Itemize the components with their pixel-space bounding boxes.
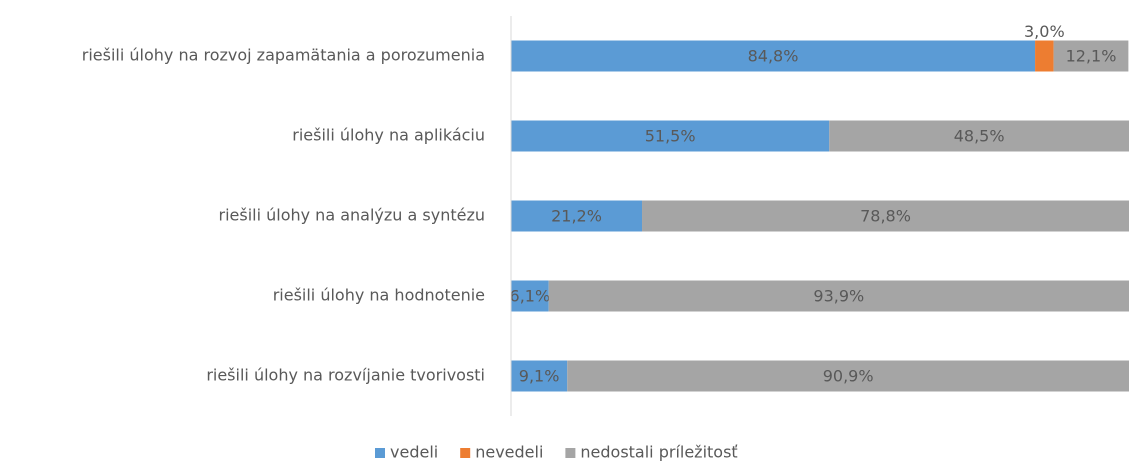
bar-segment bbox=[511, 40, 1036, 72]
value-label: 9,1% bbox=[519, 367, 560, 386]
legend-swatch bbox=[565, 448, 576, 458]
legend-label: vedeli bbox=[390, 443, 438, 462]
legend-label: nedostali príležitosť bbox=[580, 443, 737, 462]
bar-segment bbox=[642, 200, 1129, 232]
bar-segment bbox=[567, 360, 1129, 392]
value-label: 78,8% bbox=[860, 207, 911, 226]
value-label: 21,2% bbox=[551, 207, 602, 226]
bar-segment bbox=[511, 360, 568, 392]
category-label: riešili úlohy na analýzu a syntézu bbox=[218, 206, 485, 225]
bar-segment bbox=[511, 280, 549, 312]
legend-swatch bbox=[375, 448, 385, 458]
value-label: 48,5% bbox=[954, 127, 1005, 146]
bar-segment bbox=[511, 200, 643, 232]
legend-label: nevedeli bbox=[475, 443, 543, 462]
legend-swatch bbox=[460, 448, 471, 458]
category-label: riešili úlohy na rozvoj zapamätania a po… bbox=[82, 46, 485, 65]
value-label: 84,8% bbox=[748, 47, 799, 66]
bar-segment bbox=[1053, 40, 1129, 72]
category-label: riešili úlohy na hodnotenie bbox=[273, 286, 485, 305]
value-label: 3,0% bbox=[1024, 22, 1065, 41]
category-label: riešili úlohy na aplikáciu bbox=[292, 126, 485, 145]
bar-segment bbox=[829, 120, 1129, 152]
value-label: 90,9% bbox=[823, 367, 874, 386]
category-label: riešili úlohy na rozvíjanie tvorivosti bbox=[206, 366, 485, 385]
value-label: 51,5% bbox=[645, 127, 696, 146]
bar-segment bbox=[548, 280, 1129, 312]
value-label: 12,1% bbox=[1066, 47, 1117, 66]
value-label: 93,9% bbox=[813, 287, 864, 306]
bar-segment bbox=[511, 120, 830, 152]
bar-segment bbox=[1035, 40, 1054, 72]
value-label: 6,1% bbox=[510, 287, 551, 306]
